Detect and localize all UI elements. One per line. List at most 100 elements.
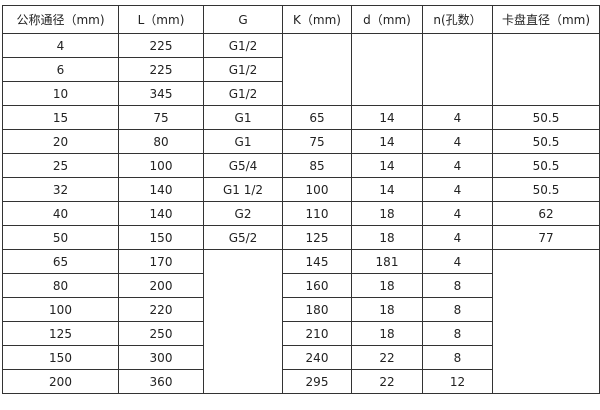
table-cell: G5/4	[203, 153, 283, 178]
table-cell: 150	[2, 345, 119, 370]
table-cell: 25	[2, 153, 119, 178]
table-cell: 6	[2, 57, 119, 82]
table-cell: 181	[351, 249, 423, 274]
table-cell: 65	[2, 249, 119, 274]
column-header: G	[203, 5, 283, 34]
table-cell: 210	[282, 321, 352, 346]
column-header: n(孔数）	[422, 5, 493, 34]
table-cell: 14	[351, 177, 423, 202]
table-cell: 225	[118, 33, 204, 58]
table-cell: 22	[351, 369, 423, 394]
table-cell: 250	[118, 321, 204, 346]
column-header: L（mm)	[118, 5, 204, 34]
table-cell: 125	[2, 321, 119, 346]
table-cell: 140	[118, 177, 204, 202]
table-cell: 75	[118, 105, 204, 130]
table-cell: 62	[492, 201, 600, 226]
table-cell: G1	[203, 129, 283, 154]
table-cell: 145	[282, 249, 352, 274]
table-cell: 4	[422, 225, 493, 250]
column-header: K（mm)	[282, 5, 352, 34]
table-cell: 4	[422, 249, 493, 274]
table-cell: 14	[351, 153, 423, 178]
table-cell: 4	[422, 129, 493, 154]
table-cell: 100	[118, 153, 204, 178]
table-cell: 50.5	[492, 129, 600, 154]
table-row: 15 75 G1 65 14 4 50.5	[2, 105, 600, 130]
merged-empty-cell	[282, 33, 352, 106]
table-cell: 200	[2, 369, 119, 394]
table-row: 65 170 145 181 4	[2, 249, 600, 394]
table-cell: 80	[2, 273, 119, 298]
table-cell: 32	[2, 177, 119, 202]
table-cell: 20	[2, 129, 119, 154]
table-cell: 40	[2, 201, 119, 226]
merged-empty-cell	[203, 249, 283, 394]
table-cell: 18	[351, 225, 423, 250]
table-cell: 4	[422, 177, 493, 202]
table-cell: 14	[351, 105, 423, 130]
table-cell: 140	[118, 201, 204, 226]
table-cell: 160	[282, 273, 352, 298]
column-header: 公称通径（mm)	[2, 5, 119, 34]
table-cell: 65	[282, 105, 352, 130]
table-row: 80 200 160 18 8	[2, 273, 600, 298]
table-cell: 18	[351, 297, 423, 322]
table-cell: 18	[351, 201, 423, 226]
table-row: 50 150 G5/2 125 18 4 77	[2, 225, 600, 250]
merged-empty-cell	[422, 33, 493, 106]
table-row: 4 225 G1/2	[2, 33, 600, 106]
table-cell: 18	[351, 273, 423, 298]
merged-empty-cell	[351, 33, 423, 106]
table-cell: 8	[422, 273, 493, 298]
column-header: 卡盘直径（mm)	[492, 5, 600, 34]
table-cell: 345	[118, 81, 204, 106]
table-cell: 8	[422, 345, 493, 370]
table-cell: 18	[351, 321, 423, 346]
table-cell: G1/2	[203, 33, 283, 58]
table-cell: 12	[422, 369, 493, 394]
table-cell: 75	[282, 129, 352, 154]
table-row: 200 360 295 22 12	[2, 369, 600, 394]
table-row: 25 100 G5/4 85 14 4 50.5	[2, 153, 600, 178]
table-cell: 125	[282, 225, 352, 250]
column-header: d（mm)	[351, 5, 423, 34]
table-row: 6 225 G1/2	[2, 57, 600, 82]
table-cell: 10	[2, 81, 119, 106]
table-cell: 8	[422, 321, 493, 346]
header-row: 公称通径（mm) L（mm) G K（mm) d（mm) n(孔数） 卡盘直径（mm)	[2, 5, 600, 34]
table-cell: 22	[351, 345, 423, 370]
table-cell: 85	[282, 153, 352, 178]
table-cell: 180	[282, 297, 352, 322]
table-cell: 14	[351, 129, 423, 154]
table-row: 125 250 210 18 8	[2, 321, 600, 346]
table-cell: 4	[422, 201, 493, 226]
table-cell: 77	[492, 225, 600, 250]
table-cell: G2	[203, 201, 283, 226]
table-cell: G1/2	[203, 57, 283, 82]
table-cell: 295	[282, 369, 352, 394]
table-cell: 8	[422, 297, 493, 322]
table-cell: 360	[118, 369, 204, 394]
table-cell: G1/2	[203, 81, 283, 106]
table-cell: 50	[2, 225, 119, 250]
table-cell: 110	[282, 201, 352, 226]
table-cell: 4	[422, 153, 493, 178]
table-cell: 50.5	[492, 105, 600, 130]
table-cell: 225	[118, 57, 204, 82]
table-cell: 80	[118, 129, 204, 154]
table-cell: G1	[203, 105, 283, 130]
table-cell: 15	[2, 105, 119, 130]
table-row: 20 80 G1 75 14 4 50.5	[2, 129, 600, 154]
merged-empty-cell	[492, 249, 600, 394]
table-cell: G1 1/2	[203, 177, 283, 202]
table-cell: 100	[2, 297, 119, 322]
table-row: 150 300 240 22 8	[2, 345, 600, 370]
merged-empty-cell	[492, 33, 600, 106]
table-row: 32 140 G1 1/2 100 14 4 50.5	[2, 177, 600, 202]
table-cell: 100	[282, 177, 352, 202]
table-cell: 170	[118, 249, 204, 274]
table-cell: 240	[282, 345, 352, 370]
table-cell: 200	[118, 273, 204, 298]
table-row: 40 140 G2 110 18 4 62	[2, 201, 600, 226]
